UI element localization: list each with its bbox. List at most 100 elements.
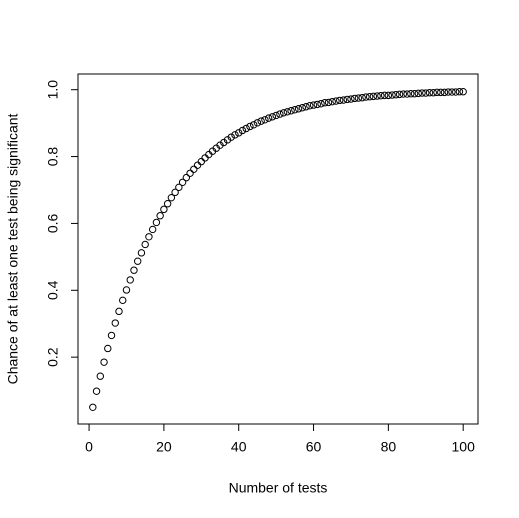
point <box>160 205 168 214</box>
point <box>328 98 336 106</box>
point <box>407 90 415 98</box>
point <box>193 161 202 169</box>
point <box>306 102 314 110</box>
point <box>452 88 460 96</box>
point <box>242 124 250 133</box>
point <box>148 225 157 234</box>
point <box>287 107 295 115</box>
point <box>440 88 449 97</box>
point <box>178 178 187 187</box>
point <box>414 89 422 98</box>
point <box>437 88 445 97</box>
point <box>339 96 348 104</box>
point <box>268 113 277 121</box>
point <box>92 387 101 395</box>
point <box>141 240 149 249</box>
point <box>448 88 456 96</box>
point <box>399 90 408 98</box>
point <box>321 99 329 107</box>
point <box>96 372 104 380</box>
point <box>167 193 176 202</box>
point <box>246 122 254 131</box>
point <box>182 173 191 182</box>
point <box>253 119 262 127</box>
point <box>294 105 303 113</box>
point <box>317 100 325 108</box>
y-tick-label: 0.8 <box>45 147 61 167</box>
point <box>380 91 389 100</box>
point <box>279 109 288 117</box>
point <box>261 116 269 124</box>
point <box>197 157 206 166</box>
point <box>324 98 333 107</box>
point <box>115 307 123 316</box>
point <box>100 358 108 366</box>
point <box>354 94 363 102</box>
x-tick-label: 60 <box>306 439 322 455</box>
point <box>137 249 146 257</box>
point <box>152 218 161 227</box>
plot-frame <box>77 73 479 425</box>
y-tick-label: 0.6 <box>45 213 61 233</box>
point <box>388 91 396 99</box>
point <box>156 212 164 220</box>
x-axis-label: Number of tests <box>229 480 328 496</box>
point <box>291 106 299 114</box>
point <box>384 91 393 100</box>
point <box>238 126 247 135</box>
point <box>358 94 366 102</box>
point <box>365 93 374 101</box>
point <box>347 95 355 103</box>
point <box>130 266 138 274</box>
point <box>425 89 434 97</box>
point <box>377 92 385 100</box>
point <box>336 96 344 105</box>
point <box>190 165 198 173</box>
x-tick-label: 0 <box>85 439 93 455</box>
point <box>134 257 142 265</box>
point <box>107 331 116 340</box>
point <box>175 183 183 192</box>
point <box>444 88 452 96</box>
point <box>422 89 430 97</box>
point <box>433 88 441 97</box>
y-tick-label: 0.2 <box>45 347 61 367</box>
y-tick-label: 0.4 <box>45 280 61 300</box>
point <box>302 103 310 111</box>
point <box>350 94 359 103</box>
point <box>171 188 179 197</box>
point <box>403 90 411 98</box>
point <box>119 296 127 305</box>
point <box>332 97 340 105</box>
point <box>249 121 258 129</box>
point <box>122 286 131 294</box>
point <box>111 319 119 327</box>
x-tick-label: 40 <box>231 439 247 455</box>
point <box>418 89 426 97</box>
point <box>227 133 235 141</box>
point <box>410 90 419 98</box>
x-tick-label: 20 <box>156 439 172 455</box>
point <box>283 108 292 116</box>
x-tick-label: 100 <box>452 439 476 455</box>
point <box>264 114 273 122</box>
point <box>89 403 97 411</box>
x-tick-label: 80 <box>381 439 397 455</box>
point <box>145 233 153 241</box>
point <box>362 93 370 101</box>
point <box>257 117 265 125</box>
point <box>343 95 351 104</box>
point <box>392 91 400 99</box>
point <box>126 276 134 284</box>
point <box>235 129 243 137</box>
y-axis-label: Chance of at least one test being signif… <box>5 113 21 384</box>
point <box>186 169 194 177</box>
point <box>459 88 467 96</box>
point <box>429 89 437 97</box>
point <box>455 88 464 96</box>
point <box>272 111 280 120</box>
point <box>231 131 239 139</box>
point <box>104 344 112 353</box>
point <box>163 199 172 208</box>
